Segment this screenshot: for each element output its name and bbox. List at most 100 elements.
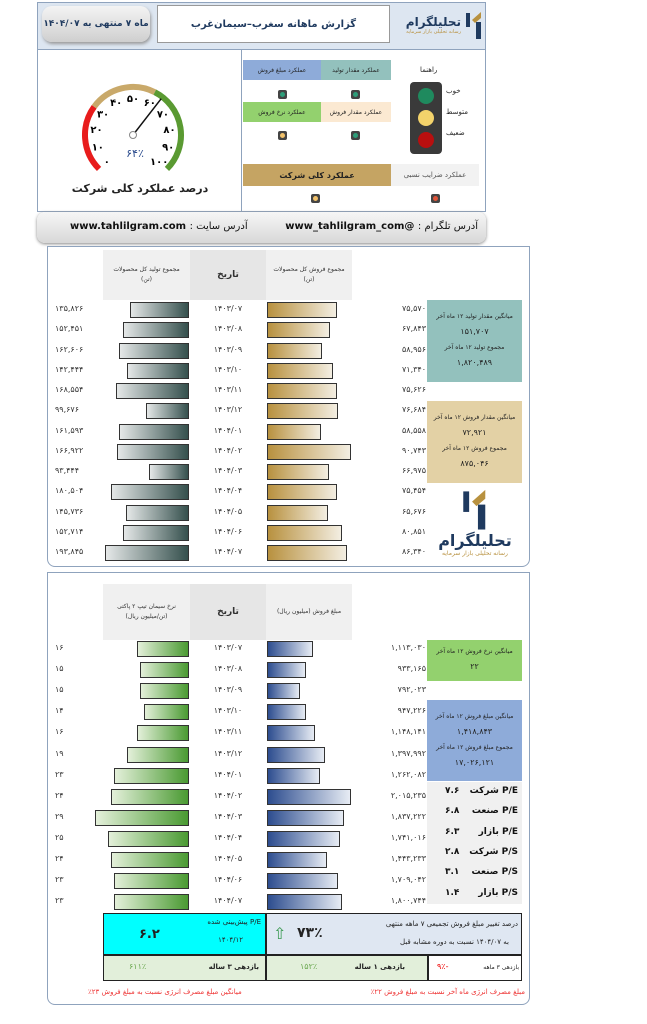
right-value: ۶۷,۸۴۳: [401, 324, 426, 334]
ratio-value: ۶.۸: [445, 806, 460, 817]
overall-performance-label: عملکرد کلی شرکت: [243, 164, 391, 186]
right-value: ۲,۰۱۵,۲۳۵: [390, 790, 426, 800]
ratio-label: P/E بازار: [478, 826, 518, 837]
right-bar: [267, 662, 306, 679]
telegram-address[interactable]: آدرس تلگرام : @www_tahlilgram_com: [285, 221, 478, 232]
left-value: ۱۶۶,۹۲۲: [55, 445, 84, 455]
ratio-value: ۲.۸: [445, 846, 460, 857]
date-cell: ۱۴۰۴/۰۲: [213, 790, 243, 800]
right-bar: [267, 524, 342, 541]
energy-last-month: مبلغ مصرف انرژی ماه آخر نسبت به مبلغ فرو…: [370, 988, 525, 996]
right-value: ۷۹۲,۰۲۳: [397, 685, 426, 695]
left-value: ۱۵۲,۷۱۴: [55, 526, 84, 536]
left-value: ۱۶: [55, 727, 64, 737]
right-bar: [267, 545, 347, 561]
right-bar: [267, 873, 339, 890]
production-summary-box: میانگین مقدار تولید ۱۲ ماه آخر ۱۵۱,۷۰۷ مجم…: [427, 300, 522, 382]
left-value: ۲۴: [55, 854, 64, 863]
right-value: ۷۱,۳۴۰: [401, 364, 426, 374]
ratio-label: P/E صنعت: [471, 806, 518, 817]
legend-label: عملکرد مبلغ فروش: [257, 66, 307, 74]
right-bar: [267, 809, 344, 826]
left-value: ۲۵: [55, 832, 64, 842]
gauge-tick-label: ۱۰۰: [150, 157, 168, 168]
gauge-value: ۶۴٪: [126, 147, 144, 160]
right-value: ۷۵,۶۲۶: [401, 385, 426, 394]
right-bar: [267, 504, 328, 521]
left-bar: [145, 403, 189, 420]
tahlilgram-watermark-logo: تحلیلگرام رسانه تحلیلی بازار سرمایه: [435, 487, 515, 567]
left-value: ۱۹۳,۸۴۵: [55, 547, 84, 556]
left-value: ۱۴۲,۴۴۴: [55, 364, 84, 374]
right-bar: [267, 342, 322, 359]
return-1y-value: ۱۵۲٪: [300, 962, 318, 971]
legend-production: عملکرد مقدار تولید: [321, 60, 391, 80]
return-3m-label: بازدهی ۳ ماهه: [483, 964, 519, 971]
production-header: مجموع تولید کل محصولات (تن): [103, 250, 190, 300]
left-bar: [137, 725, 189, 742]
left-value: ۱۶۲,۶۰۶: [55, 344, 84, 354]
logo-subtitle: رسانه تحلیلی بازار سرمایه: [406, 29, 461, 35]
date-cell: ۱۴۰۳/۱۱: [213, 727, 243, 737]
left-bar: [115, 383, 189, 399]
date-cell: ۱۴۰۴/۰۷: [213, 896, 243, 906]
traffic-light-icon: [410, 82, 442, 154]
right-value: ۱,۷۰۹,۰۴۲: [390, 875, 426, 885]
date-cell: ۱۴۰۴/۰۵: [213, 854, 243, 863]
gauge-tick-label: ۷۰: [157, 109, 169, 120]
legend-weak: ضعیف: [446, 129, 465, 137]
gauge-tick-label: ۳۰: [97, 109, 109, 120]
gauge-title: درصد عملکرد کلی شرکت: [71, 182, 209, 195]
right-bar: [267, 443, 351, 460]
left-bar: [95, 809, 189, 826]
left-bar: [140, 683, 189, 700]
tahlilgram-logo: تحلیلگرام رسانه تحلیلی بازار سرمایه: [395, 6, 483, 44]
left-value: ۲۴: [55, 790, 64, 800]
right-bar: [267, 767, 320, 784]
site-address[interactable]: آدرس سایت : www.tahlilgram.com: [70, 221, 248, 232]
left-bar: [130, 302, 189, 318]
ratio-value: ۳.۱: [445, 867, 460, 878]
right-bar: [267, 683, 300, 700]
gauge-red-zone: [82, 105, 102, 172]
sales-change-text-1: درصد تغییر مبلغ فروش تجمیعی ۷ ماهه منتهی: [385, 920, 518, 928]
gauge-tick-label: ۶۰: [144, 98, 156, 109]
ratio-label: P/E شرکت: [469, 786, 518, 796]
telegram-label: آدرس تلگرام :: [417, 221, 478, 232]
left-value: ۱۵: [55, 664, 64, 674]
right-value: ۵۸,۹۵۶: [401, 344, 426, 354]
left-bar: [114, 873, 189, 890]
energy-average: میانگین مبلغ مصرف انرژی نسبت به مبلغ فرو…: [88, 988, 242, 996]
sales-change-value: ۷۳٪: [297, 925, 323, 941]
gauge-needle: [132, 98, 162, 136]
gauge-tick-label: ۰: [104, 157, 110, 168]
site-url[interactable]: www.tahlilgram.com: [70, 221, 187, 232]
right-bar: [267, 852, 328, 868]
date-cell: ۱۴۰۳/۰۸: [213, 664, 243, 674]
left-value: ۱۳۵,۸۲۶: [55, 304, 84, 313]
ratio-value: ۶.۳: [445, 826, 460, 837]
right-value: ۷۵,۴۵۴: [401, 486, 426, 496]
date-header-2: تاریخ: [190, 584, 266, 640]
right-bar: [267, 464, 329, 480]
right-value: ۶۶,۹۷۵: [401, 466, 426, 475]
right-value: ۱,۸۳۷,۲۲۲: [390, 811, 426, 821]
right-bar: [267, 788, 351, 805]
telegram-handle[interactable]: @www_tahlilgram_com: [285, 221, 415, 232]
return-1y-label: بازدهی ۱ ساله: [354, 963, 405, 971]
forecast-pe-value: ۶.۲: [139, 927, 160, 942]
left-bar: [111, 788, 189, 805]
date-cell: ۱۴۰۴/۰۷: [213, 547, 243, 556]
return-3y-label: بازدهی ۳ ساله: [208, 963, 259, 971]
page-title: گزارش ماهانه سغرب–سیمان‌غرب: [157, 5, 390, 43]
ratio-label: P/S صنعت: [471, 867, 519, 878]
sales-amount-light-icon: [278, 90, 287, 99]
date-cell: ۱۴۰۳/۱۱: [213, 385, 243, 394]
right-value: ۷۵,۵۷۰: [401, 304, 426, 313]
return-3y-box: بازدهی ۳ ساله ۶۱۱٪: [103, 955, 266, 981]
right-bar: [267, 362, 334, 379]
left-bar: [111, 852, 189, 868]
legend-sales-qty: عملکرد مقدار فروش: [321, 102, 391, 122]
right-value: ۱,۲۶۲,۰۸۲: [390, 769, 426, 779]
production-light-icon: [351, 90, 360, 99]
